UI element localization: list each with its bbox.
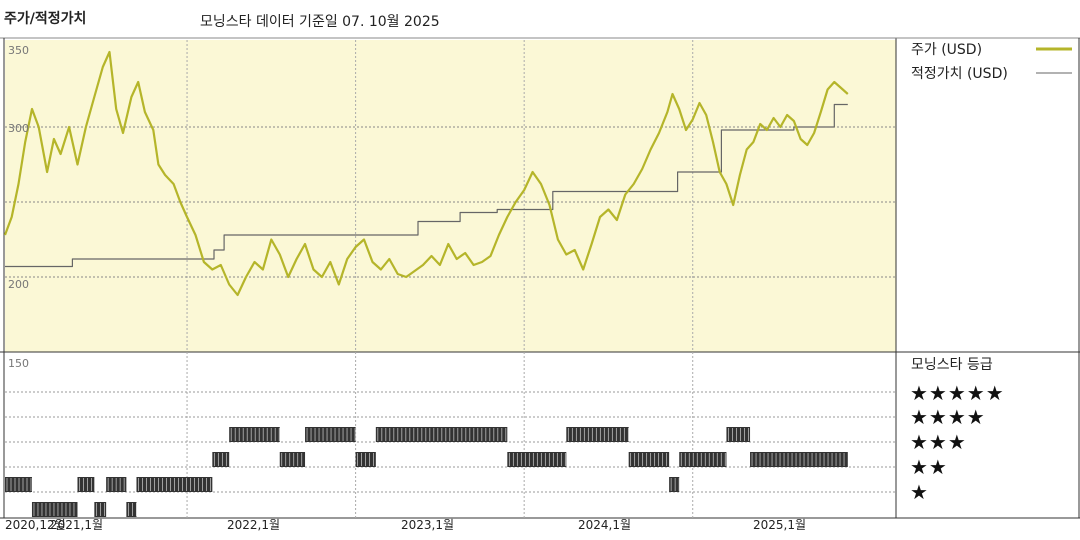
fair-value-series-line: [5, 103, 848, 268]
rating-bar-segment: [507, 452, 567, 467]
rating-bar-segment: [31, 502, 78, 517]
rating-bar-segment: [212, 452, 230, 467]
rating-bar-segment: [566, 427, 629, 442]
rating-bar-segment: [305, 427, 356, 442]
rating-row-2-stars: ★★: [910, 455, 948, 479]
rating-bar-segment: [229, 427, 280, 442]
rating-row-4-stars: ★★★★: [910, 405, 986, 429]
x-tick-label: 2022,1월: [227, 518, 280, 532]
rating-bar-segment: [77, 477, 95, 492]
legend-price-label: 주가 (USD): [911, 42, 982, 58]
rating-bar-segment: [126, 502, 137, 517]
y-tick-label: 300: [8, 122, 29, 135]
rating-row-1-star: ★: [910, 480, 929, 504]
page-title: 주가/적정가치: [4, 11, 87, 27]
rating-bar-segment: [669, 477, 680, 492]
rating-row-3-stars: ★★★: [910, 430, 967, 454]
chart-subtitle: 모닝스타 데이터 기준일 07. 10월 2025: [200, 14, 440, 30]
y-tick-label: 350: [8, 44, 29, 57]
price-series-line: [3, 50, 849, 297]
rating-bar-segment: [750, 452, 848, 467]
x-tick-label: 2024,1월: [578, 518, 631, 532]
gridlines: [5, 40, 895, 518]
rating-bar-segment: [726, 427, 751, 442]
rating-bars: [5, 391, 895, 517]
x-tick-label: 2021,1월: [50, 518, 103, 532]
rating-bar-segment: [679, 452, 727, 467]
rating-legend-title: 모닝스타 등급: [911, 357, 993, 373]
price-panel-bg: [5, 40, 896, 352]
series-lines: [3, 50, 849, 297]
y-tick-label: 200: [8, 278, 29, 291]
rating-bar-segment: [5, 477, 32, 492]
y-tick-label: 150: [8, 357, 29, 370]
x-tick-label: 2020,12월: [5, 518, 66, 532]
x-tick-label: 2023,1월: [401, 518, 454, 532]
legend-fair-value-label: 적정가치 (USD): [911, 66, 1008, 82]
x-tick-label: 2025,1월: [753, 518, 806, 532]
rating-bar-segment: [279, 452, 306, 467]
rating-row-5-stars: ★★★★★: [910, 381, 1005, 405]
